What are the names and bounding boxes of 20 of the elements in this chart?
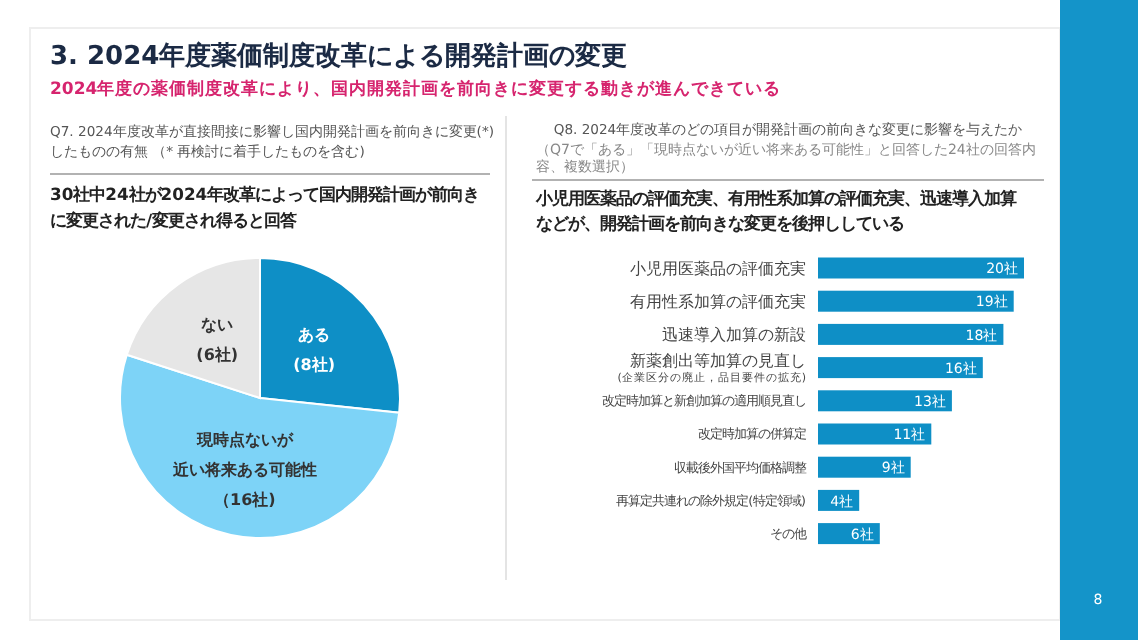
bar — [818, 357, 983, 379]
slice-label: ある — [298, 326, 331, 345]
bar — [818, 456, 911, 478]
y-tick-label: 有用性系加算の評価充実 — [630, 292, 806, 311]
bar — [818, 290, 1014, 312]
chart-subtitle: 30社中24社が2024年改革によって国内開発計画が前向きに変更された/変更され得ると回答 — [50, 184, 480, 230]
bar — [818, 323, 1004, 345]
text: 3. 2024年度薬価制度改革による開発計画の変更 — [50, 40, 628, 72]
bar — [818, 257, 1024, 279]
bar — [818, 390, 952, 412]
text: 2024年度の薬価制度改革により、国内開発計画を前向きに変更する動きが進んできている — [50, 78, 782, 100]
y-tick-label: 迅速導入加算の新設 — [662, 326, 806, 344]
y-tick-label: 小児用医薬品の評価充実 — [630, 259, 806, 278]
data-label: (6社) — [196, 346, 239, 365]
chart-subtitle: 小児用医薬品の評価充実、有用性系加算の評価充実、迅速導入加算などが、開発計画を前向きな変更を後押ししている — [534, 188, 1016, 233]
data-label: （16社) — [214, 491, 276, 510]
bar — [818, 423, 932, 445]
slice-label: 現時点ないが近い将来ある可能性 — [170, 431, 317, 480]
data-label: (8社) — [293, 356, 335, 375]
slice-label: ない — [201, 316, 234, 335]
